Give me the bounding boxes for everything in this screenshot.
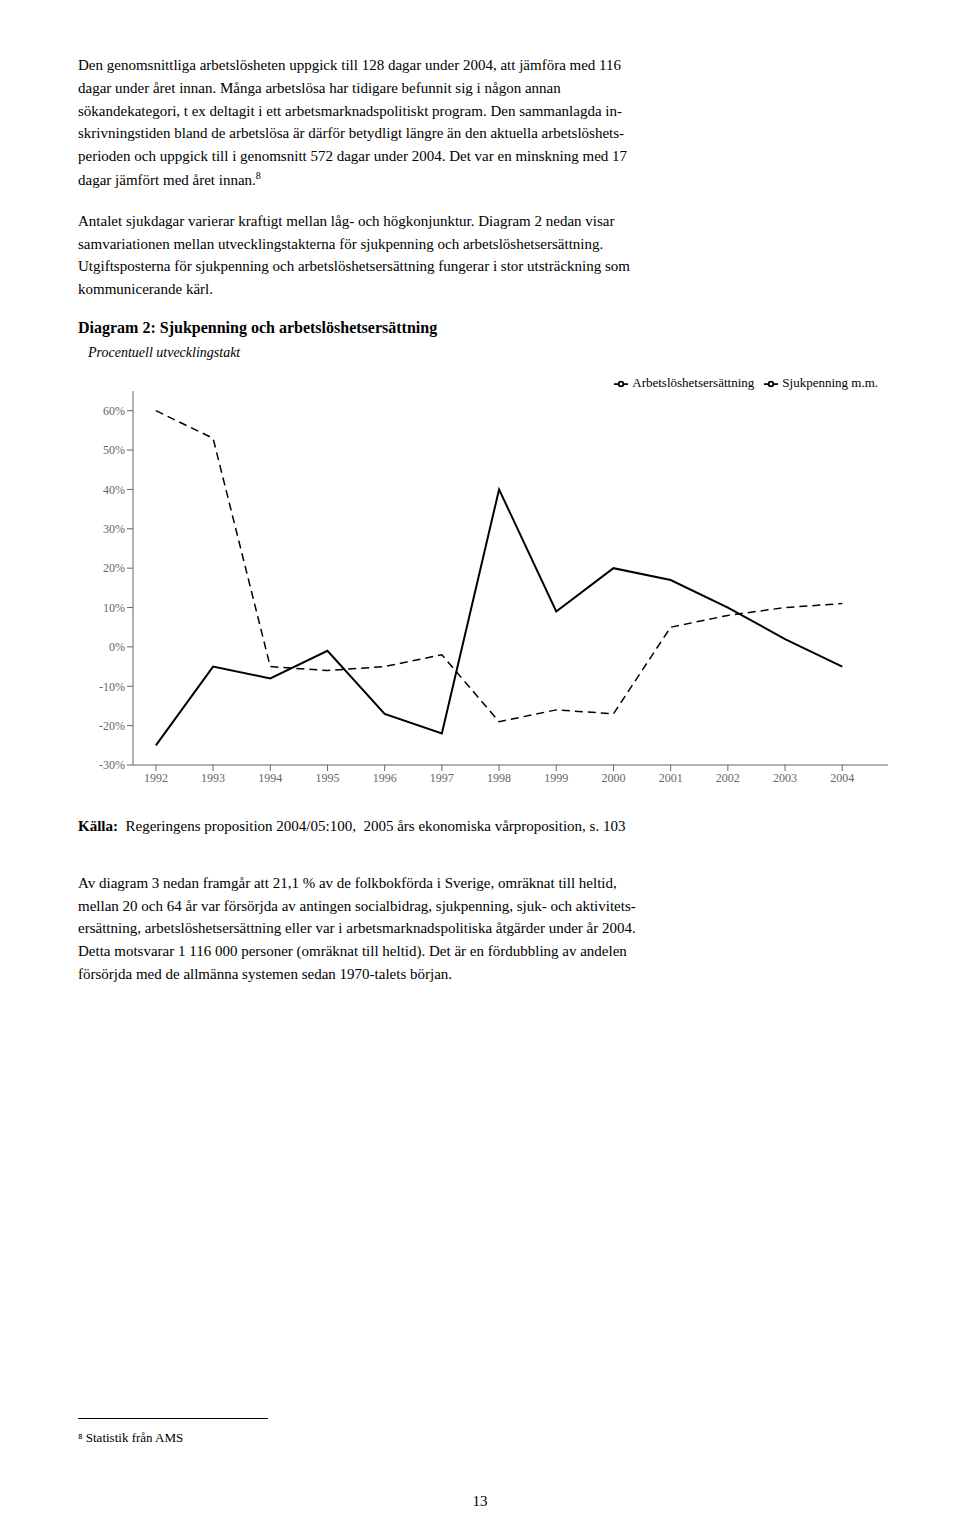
svg-text:-10%: -10% <box>99 679 125 693</box>
svg-text:2004: 2004 <box>830 770 854 784</box>
svg-text:20%: 20% <box>103 561 125 575</box>
svg-text:0%: 0% <box>109 640 125 654</box>
html-text:Procentuell utvecklingstakt: Procentuell utvecklingstakt <box>88 345 241 360</box>
svg-text:60%: 60% <box>103 404 125 418</box>
html-text:Den genomsnittliga arbetslöshe: Den genomsnittliga arbetslösheten uppgic… <box>78 57 622 73</box>
svg-text:30%: 30% <box>103 522 125 536</box>
svg-text:1999: 1999 <box>544 770 568 784</box>
html-text:Detta motsvarar 1 116 000 pers: Detta motsvarar 1 116 000 personer (omrä… <box>78 943 627 960</box>
svg-text:1993: 1993 <box>201 770 225 784</box>
svg-text:2003: 2003 <box>773 770 797 784</box>
html-text:skrivningstiden bland de arbet: skrivningstiden bland de arbetslösa är d… <box>78 125 625 142</box>
svg-text:-20%: -20% <box>99 719 125 733</box>
html-text:Av diagram 3 nedan framgår att: Av diagram 3 nedan framgår att 21,1 % av… <box>78 874 617 891</box>
svg-text:1997: 1997 <box>430 770 454 784</box>
svg-text:40%: 40% <box>103 483 125 497</box>
html-text:Arbetslöshetsersättning: Arbetslöshetsersättning <box>632 375 755 390</box>
svg-text:50%: 50% <box>103 443 125 457</box>
svg-text:1996: 1996 <box>373 770 397 784</box>
html-text:Diagram 2: Sjukpenning och arb: Diagram 2: Sjukpenning och arbetslöshets… <box>78 319 438 336</box>
svg-text:2002: 2002 <box>716 770 740 784</box>
html-text:Sjukpenning m.m.: Sjukpenning m.m. <box>782 375 878 390</box>
html-text:Regeringens proposition 2004/0: Regeringens proposition 2004/05:100, 200… <box>125 818 626 834</box>
svg-text:1994: 1994 <box>258 770 282 784</box>
html-text:Antalet sjukdagar varierar kra: Antalet sjukdagar varierar kraftigt mell… <box>78 212 615 229</box>
html-text:dagar under året innan. Många: dagar under året innan. Många arbetslösa… <box>78 79 561 96</box>
html-text:kommunicerande kärl.: kommunicerande kärl. <box>78 281 213 298</box>
html-text:13: 13 <box>472 1493 488 1509</box>
html-text:dagar jämfört med året innan.8: dagar jämfört med året innan.8 <box>78 170 261 188</box>
html-text:samvariationen mellan utveckli: samvariationen mellan utvecklingstaktern… <box>78 235 604 252</box>
html-text:perioden och uppgick till i ge: perioden och uppgick till i genomsnitt 5… <box>78 148 628 165</box>
html-text:sökandekategori, t ex deltagit: sökandekategori, t ex deltagit i ett arb… <box>78 102 622 119</box>
html-text:försörjda med de allmänna syst: försörjda med de allmänna systemen sedan… <box>78 966 453 982</box>
html-text:ersättning, arbetslöshetsersät: ersättning, arbetslöshetsersättning elle… <box>78 920 636 937</box>
svg-text:10%: 10% <box>103 601 125 615</box>
html-text:Utgiftsposterna för sjukpennin: Utgiftsposterna för sjukpenning och arbe… <box>78 258 630 275</box>
html-text:mellan 20 och 64 år var försör: mellan 20 och 64 år var försörjda av ant… <box>78 897 636 914</box>
html-text:⁸ Statistik från AMS: ⁸ Statistik från AMS <box>78 1430 184 1445</box>
svg-text:1995: 1995 <box>315 770 339 784</box>
html-text:Källa:: Källa: <box>78 818 118 834</box>
svg-text:2000: 2000 <box>601 770 625 784</box>
svg-text:1998: 1998 <box>487 770 511 784</box>
svg-text:-30%: -30% <box>99 758 125 772</box>
svg-text:1992: 1992 <box>144 770 168 784</box>
svg-text:2001: 2001 <box>659 770 683 784</box>
